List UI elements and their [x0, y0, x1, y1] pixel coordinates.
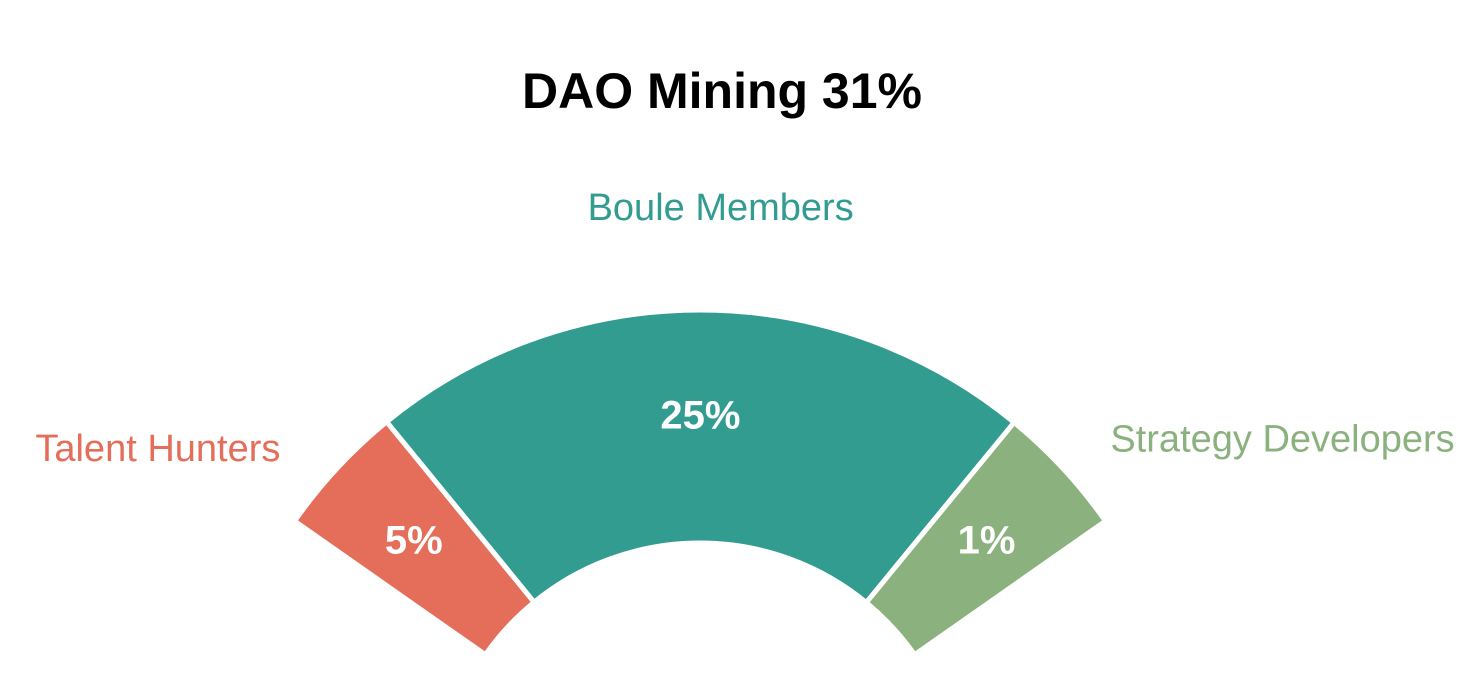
value-label-boule-members: 25% — [660, 394, 740, 438]
category-labels: Talent Hunters Boule Members Strategy Deve… — [35, 187, 1454, 470]
chart-segments — [291, 307, 1109, 659]
value-labels: 5% 25% 1% — [385, 394, 1016, 563]
value-label-talent-hunters: 5% — [385, 518, 443, 562]
chart-title: DAO Mining 31% — [522, 63, 922, 119]
category-label-strategy-developers: Strategy Developers — [1110, 418, 1454, 460]
category-label-talent-hunters: Talent Hunters — [35, 428, 280, 470]
value-label-strategy-developers: 1% — [958, 519, 1016, 563]
category-label-boule-members: Boule Members — [588, 187, 854, 229]
segment-boule-members — [383, 307, 1018, 607]
segment-strategy-developers — [862, 418, 1109, 659]
